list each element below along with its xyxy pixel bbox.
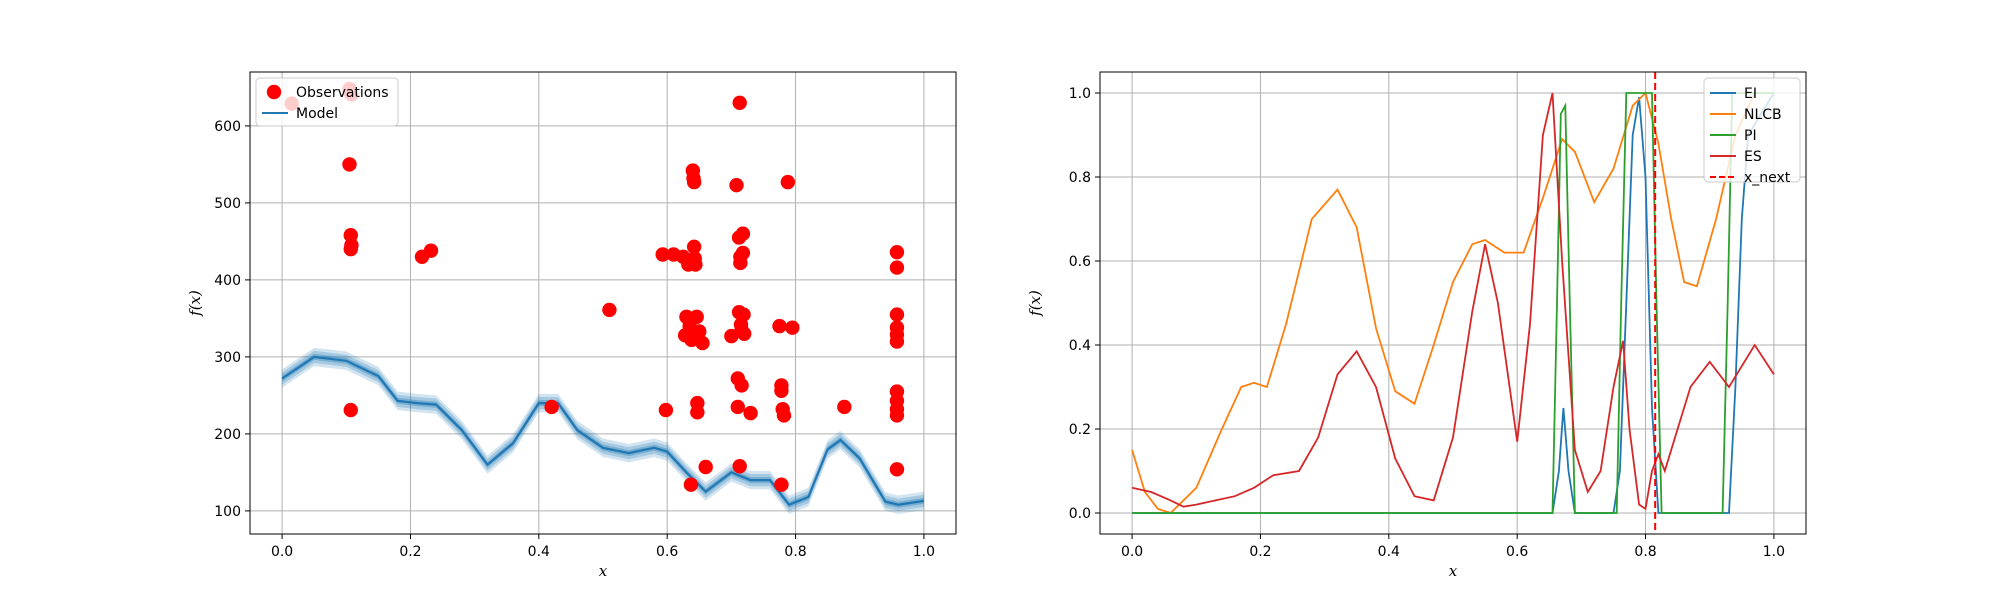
legend-observations-label: Observations [296,85,389,101]
y-tick-label: 0.4 [1069,338,1091,354]
observation-point [735,226,751,241]
y-tick-label: 500 [214,196,241,212]
legend-observations-marker [266,84,282,100]
series-line-es [1131,92,1775,511]
observation-point [729,177,744,193]
observation-point [692,324,707,339]
observation-point [837,399,852,415]
observation-point [889,307,905,322]
legend-es-label: ES [1744,149,1762,165]
legend-box [255,77,399,127]
observation-point [734,378,749,393]
x-tick-label: 0.8 [784,544,806,560]
y-tick-label: 0.2 [1069,422,1091,438]
observation-point [732,95,747,111]
x-tick-label: 1.0 [913,544,935,560]
x-tick-label: 0.8 [1634,544,1656,560]
observation-point [736,307,751,322]
y-tick-label: 100 [214,504,241,520]
y-tick-label: 200 [214,427,241,443]
x-tick-label: 0.4 [528,544,550,560]
observation-point [889,334,905,349]
y-tick-label: 0.0 [1069,506,1091,522]
observation-point [658,402,674,418]
y-tick-label: 300 [214,350,241,366]
legend-model-label: Model [296,106,338,122]
y-tick-label: 0.6 [1069,254,1091,270]
legend-ei-label: EI [1744,86,1757,102]
y-axis-label: f(x) [186,290,204,317]
observation-point [690,405,705,420]
y-axis-label: f(x) [1026,290,1044,317]
observation-point [689,309,704,325]
observation-point [774,383,789,398]
x-tick-label: 0.2 [399,544,421,560]
legend-x-next-label: x_next [1744,170,1791,186]
observation-point [730,399,745,415]
x-tick-label: 1.0 [1763,544,1785,560]
observation-point [785,320,800,335]
observation-point [686,174,702,190]
series-line-pi [1132,92,1774,514]
axes-frame [1099,71,1807,535]
observation-point [544,399,559,415]
x-tick-label: 0.6 [1506,544,1528,560]
series-line-nlcb [1131,91,1774,515]
axes-frame [249,71,957,535]
observation-point [423,243,439,258]
observation-point [743,405,758,421]
series-line-ei [1132,92,1775,514]
observation-point [774,477,789,492]
legend-pi-label: PI [1744,128,1757,144]
observation-point [686,239,702,254]
observation-point [655,247,670,262]
model-uncertainty-band [282,347,924,514]
y-tick-label: 600 [214,119,241,135]
right-chart: 0.0 0.2 0.4 0.6 0.8 1.0 0.0 0.2 0.4 0.6 0.8 1.0 x f(x… [1026,71,1807,580]
x-tick-label: 0.4 [1378,544,1400,560]
x-tick-label: 0.0 [271,544,293,560]
observation-point [698,459,713,475]
observation-point [776,408,792,423]
observation-point [780,174,796,190]
y-tick-label: 1.0 [1069,86,1091,102]
observation-point [889,260,905,275]
observation-point [688,257,703,272]
observation-point [735,245,751,261]
observation-point [695,335,710,351]
observation-point [889,244,905,260]
x-axis-label: x [1449,562,1458,580]
x-axis-label: x [599,562,608,580]
observation-point [737,326,752,341]
observation-point [602,302,617,318]
observation-point [683,477,699,492]
observation-point [889,462,905,477]
x-tick-label: 0.0 [1121,544,1143,560]
model-line [281,355,925,507]
x-tick-label: 0.2 [1249,544,1271,560]
observation-point [889,408,905,423]
x-tick-label: 0.6 [656,544,678,560]
observation-point [342,157,357,172]
left-chart: 0.0 0.2 0.4 0.6 0.8 1.0 100 200 300 400 500 600 x f(x… [186,71,957,580]
observation-point [732,459,747,474]
observation-point [343,402,358,418]
legend-nlcb-label: NLCB [1744,107,1782,123]
observation-point [772,318,787,334]
observation-point [344,238,359,253]
y-tick-label: 0.8 [1069,170,1091,186]
y-tick-label: 400 [214,273,241,289]
